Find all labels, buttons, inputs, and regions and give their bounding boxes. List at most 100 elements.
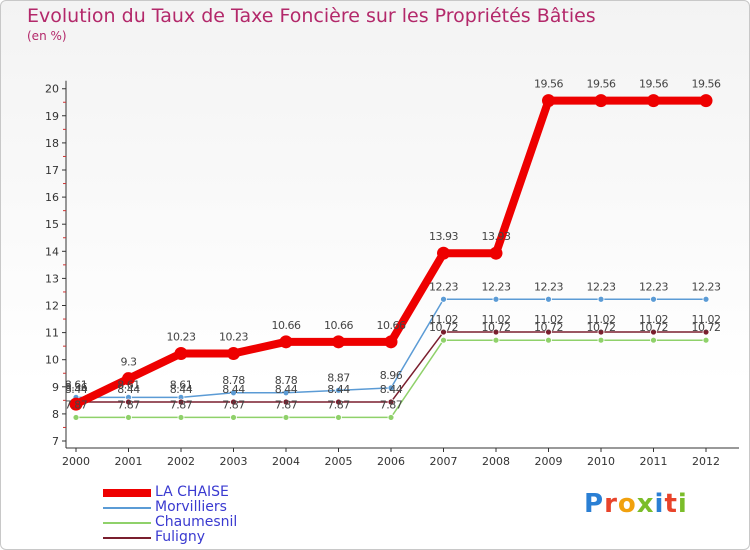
data-label: 8.87 [327, 371, 350, 384]
x-tick-label: 2003 [220, 455, 248, 468]
y-tick-label: 20 [45, 83, 59, 96]
legend-item-fuligny: Fuligny [103, 530, 237, 545]
x-tick-label: 2010 [587, 455, 615, 468]
data-label: 10.72 [692, 321, 721, 334]
data-point [492, 336, 500, 344]
data-point [437, 246, 450, 260]
data-label: 8.96 [380, 369, 403, 382]
data-label: 12.23 [639, 280, 668, 293]
data-point [332, 335, 345, 349]
data-label: 7.87 [222, 398, 245, 411]
data-label: 8.44 [275, 383, 298, 396]
logo-letter: P [584, 489, 605, 519]
x-tick-label: 2001 [115, 455, 143, 468]
data-label: 8.44 [327, 383, 350, 396]
data-point [282, 389, 290, 397]
data-label: 10.23 [219, 330, 248, 343]
data-label: 10.72 [534, 321, 563, 334]
data-label: 12.23 [692, 280, 721, 293]
data-point [335, 386, 342, 394]
y-tick-label: 16 [45, 191, 59, 204]
data-point [597, 295, 605, 303]
data-label: 8.78 [275, 374, 298, 387]
x-tick-label: 2000 [62, 455, 90, 468]
logo-letter: i [654, 489, 665, 519]
data-point [545, 328, 552, 336]
data-point [650, 336, 657, 344]
data-label: 11.02 [587, 313, 616, 326]
data-label: 8.36 [65, 381, 88, 394]
legend: LA CHAISE Morvilliers Chaumesnil Fuligny [103, 485, 237, 545]
y-tick-label: 15 [45, 218, 59, 231]
data-label: 11.02 [534, 313, 563, 326]
legend-item-la-chaise: LA CHAISE [103, 485, 237, 500]
data-label: 10.66 [377, 319, 406, 332]
x-tick-label: 2008 [482, 455, 510, 468]
y-tick-label: 10 [45, 354, 59, 367]
data-point [125, 414, 132, 421]
x-tick-label: 2006 [377, 455, 405, 468]
data-label: 10.66 [272, 319, 301, 332]
data-point [440, 328, 447, 336]
data-point [650, 295, 657, 303]
legend-swatch [103, 488, 151, 497]
data-label: 8.44 [380, 383, 403, 396]
data-label: 12.23 [482, 280, 511, 293]
data-label: 10.72 [639, 321, 668, 334]
data-point [174, 346, 188, 360]
data-point [440, 336, 447, 344]
data-label: 12.23 [587, 280, 616, 293]
data-point [489, 246, 503, 260]
logo-letter: x [636, 489, 655, 519]
data-point [650, 328, 657, 336]
data-label: 7.87 [380, 398, 403, 411]
data-point [594, 94, 608, 108]
data-label: 7.87 [65, 398, 88, 411]
data-point [597, 336, 605, 344]
data-point [122, 372, 135, 386]
data-point [230, 389, 237, 397]
legend-label: Fuligny [155, 529, 205, 545]
data-label: 19.56 [692, 78, 721, 91]
logo-letter: i [677, 489, 688, 519]
data-point [597, 328, 605, 336]
x-tick-label: 2012 [692, 455, 720, 468]
y-axis-unit: (en %) [27, 29, 67, 43]
data-point [545, 336, 552, 344]
data-label: 7.87 [275, 398, 298, 411]
logo-letter: t [664, 489, 678, 519]
data-label: 8.44 [65, 383, 88, 396]
data-label: 10.72 [429, 321, 458, 334]
x-tick-label: 2004 [272, 455, 300, 468]
y-tick-label: 18 [45, 137, 59, 150]
data-label: 8.44 [117, 383, 140, 396]
data-point [647, 94, 660, 108]
data-point [440, 295, 447, 303]
data-label: 11.02 [482, 313, 511, 326]
data-point [72, 414, 80, 421]
legend-swatch [103, 536, 151, 539]
data-label: 7.87 [117, 398, 140, 411]
legend-item-morvilliers: Morvilliers [103, 500, 237, 515]
data-point [542, 94, 555, 108]
data-label: 7.87 [170, 398, 193, 411]
data-point [387, 398, 395, 406]
data-point [702, 336, 710, 344]
data-point [387, 384, 395, 392]
data-label: 13.93 [482, 230, 511, 243]
data-point [230, 398, 237, 406]
data-point [335, 414, 342, 421]
data-label: 11.02 [429, 313, 458, 326]
data-point [335, 398, 342, 406]
data-point [69, 397, 83, 411]
data-label: 13.93 [429, 230, 458, 243]
data-label: 19.56 [534, 78, 563, 91]
data-label: 11.02 [692, 313, 721, 326]
x-tick-label: 2005 [325, 455, 353, 468]
data-point [492, 328, 500, 336]
legend-label: Morvilliers [155, 499, 227, 515]
data-point [230, 414, 237, 421]
data-label: 10.72 [587, 321, 616, 334]
x-tick-label: 2009 [535, 455, 563, 468]
